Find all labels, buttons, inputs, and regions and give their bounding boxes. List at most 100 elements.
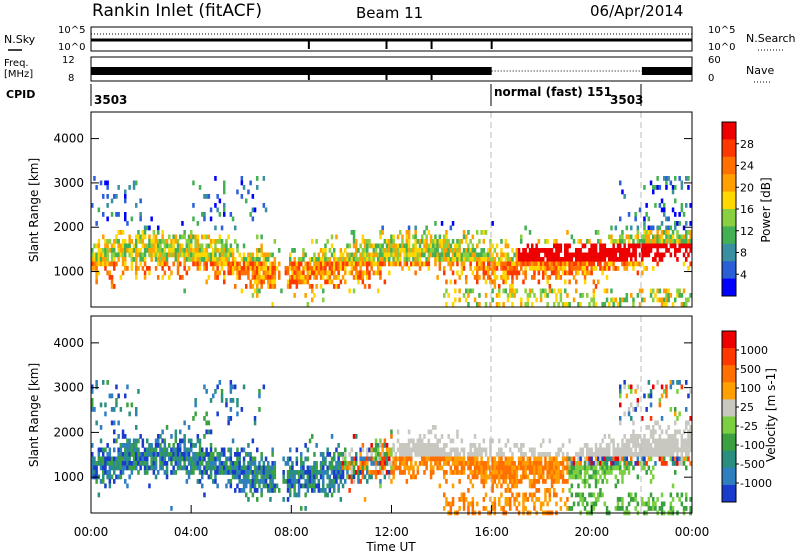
velocity-cell xyxy=(412,438,415,444)
power-cell xyxy=(548,284,552,289)
velocity-cell xyxy=(597,461,600,466)
power-cell xyxy=(489,266,492,271)
velocity-cell xyxy=(271,461,274,466)
velocity-cell xyxy=(170,447,173,453)
velocity-cell xyxy=(337,483,340,489)
power-cell xyxy=(548,261,552,267)
power-cell xyxy=(238,252,241,258)
power-cell xyxy=(99,252,103,258)
power-cell xyxy=(302,270,305,276)
power-cell xyxy=(425,239,428,244)
power-cell xyxy=(260,248,263,253)
velocity-cell xyxy=(625,443,629,448)
velocity-cell xyxy=(220,447,224,453)
power-cell xyxy=(396,257,400,262)
power-cell xyxy=(102,257,105,262)
velocity-cell xyxy=(649,429,653,435)
velocity-cell xyxy=(410,447,413,453)
velocity-cell xyxy=(627,465,631,471)
velocity-cell xyxy=(539,452,543,457)
velocity-cell xyxy=(575,470,578,475)
power-cell xyxy=(326,257,329,262)
velocity-cell xyxy=(143,470,147,475)
power-cell xyxy=(390,243,393,249)
velocity-cell xyxy=(498,452,501,457)
velocity-cell xyxy=(489,474,492,480)
velocity-cell xyxy=(194,456,197,462)
power-cell xyxy=(372,252,376,258)
velocity-cell xyxy=(383,443,387,448)
power-cell xyxy=(658,288,662,294)
velocity-cell xyxy=(216,456,219,462)
velocity-cell xyxy=(258,470,261,475)
power-cell xyxy=(678,293,681,298)
velocity-cell xyxy=(269,488,272,493)
velocity-cell xyxy=(225,483,228,489)
velocity-cell xyxy=(436,443,439,448)
power-cell xyxy=(93,257,96,262)
velocity-cell xyxy=(493,470,497,475)
power-cell xyxy=(489,257,492,262)
power-cell xyxy=(110,252,114,258)
power-cell xyxy=(588,261,591,267)
freq-unit: [MHz] xyxy=(4,69,33,80)
velocity-cell xyxy=(689,461,692,466)
velocity-cell xyxy=(240,479,244,484)
power-cell xyxy=(361,261,365,267)
velocity-cell xyxy=(641,456,644,462)
power-cell xyxy=(126,266,129,271)
velocity-cell xyxy=(623,443,626,448)
velocity-colorbar-bin xyxy=(722,348,736,366)
velocity-cell xyxy=(465,461,468,466)
power-cell xyxy=(326,239,329,244)
velocity-cell xyxy=(350,456,354,462)
velocity-cell xyxy=(108,470,112,475)
velocity-cell xyxy=(194,465,197,471)
power-cell xyxy=(663,207,666,213)
power-cell xyxy=(359,270,362,276)
velocity-cell xyxy=(671,452,675,457)
power-cell xyxy=(289,252,292,258)
power-cell xyxy=(504,266,508,271)
power-cell xyxy=(260,261,263,267)
power-cell xyxy=(550,257,554,262)
velocity-cell xyxy=(652,474,655,480)
velocity-cell xyxy=(491,461,494,466)
velocity-cell xyxy=(471,474,475,480)
power-colorbar-tick-label: 12 xyxy=(740,225,754,238)
velocity-cell xyxy=(652,452,655,457)
velocity-cell xyxy=(599,488,602,493)
velocity-cell xyxy=(152,456,156,462)
power-cell xyxy=(671,239,675,244)
power-cell xyxy=(110,261,114,267)
power-cell xyxy=(366,243,369,249)
velocity-cell xyxy=(337,461,340,466)
velocity-cell xyxy=(381,456,384,462)
power-cell xyxy=(168,266,171,271)
power-cell xyxy=(656,230,659,235)
velocity-cell xyxy=(528,492,532,498)
velocity-cell xyxy=(583,497,587,502)
power-cell xyxy=(297,257,301,262)
velocity-cell xyxy=(405,465,409,471)
velocity-cell xyxy=(126,452,129,457)
velocity-cell xyxy=(658,438,662,444)
power-cell xyxy=(652,239,655,244)
velocity-cell xyxy=(396,429,400,435)
power-cell xyxy=(500,261,503,267)
velocity-cell xyxy=(456,456,459,462)
power-cell xyxy=(506,257,510,262)
velocity-cell xyxy=(403,452,406,457)
power-cell xyxy=(383,261,387,267)
power-cell xyxy=(645,234,648,240)
velocity-cell xyxy=(469,456,472,462)
power-cell xyxy=(680,185,684,190)
velocity-cell xyxy=(350,479,354,484)
power-cell xyxy=(256,176,259,181)
power-cell xyxy=(315,275,318,280)
power-cell xyxy=(97,239,101,244)
velocity-cell xyxy=(619,470,622,475)
velocity-cell xyxy=(183,438,186,444)
velocity-cell xyxy=(500,461,503,466)
velocity-cell xyxy=(159,465,162,471)
